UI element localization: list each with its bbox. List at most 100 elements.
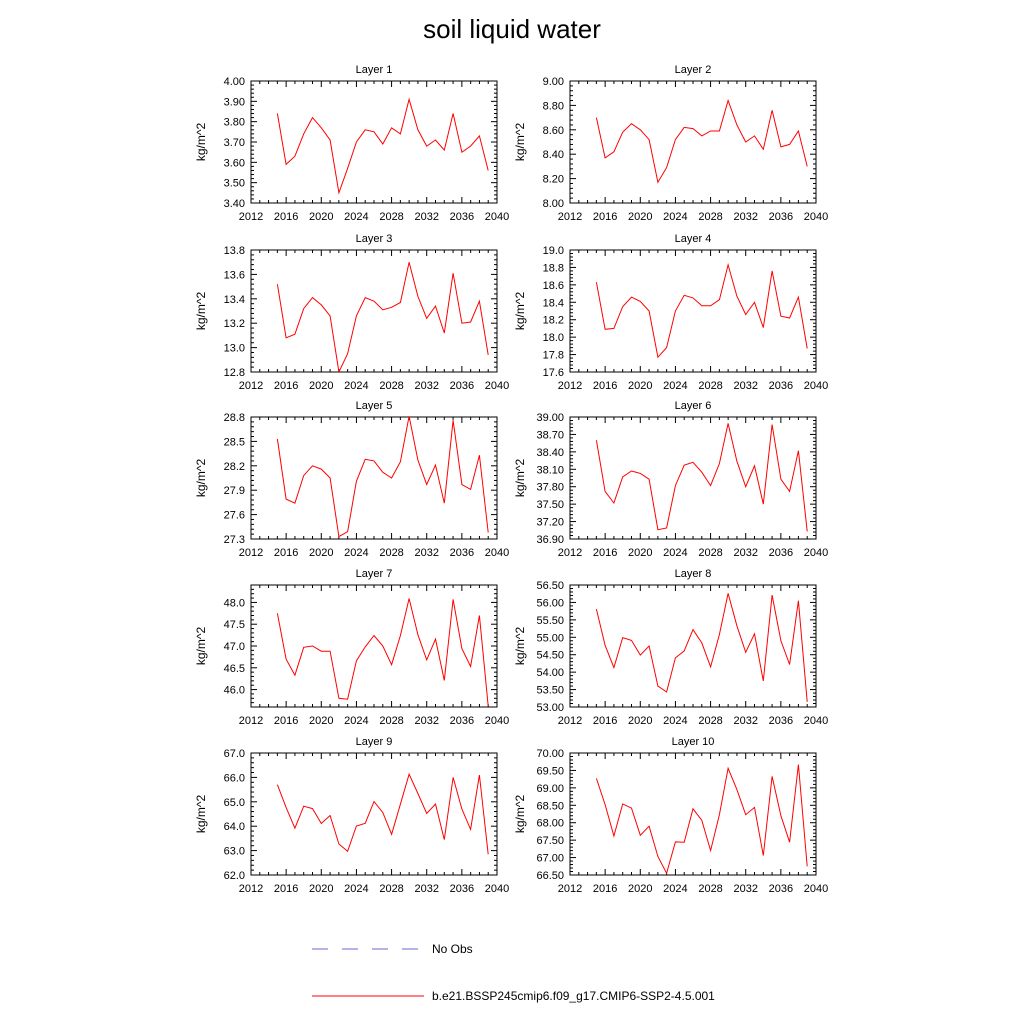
y-tick-label: 54.50 xyxy=(536,650,564,662)
x-tick-label: 2012 xyxy=(558,380,582,392)
x-tick-label: 2024 xyxy=(344,211,368,223)
y-axis-label: kg/m^2 xyxy=(194,627,208,666)
x-tick-label: 2032 xyxy=(414,211,438,223)
x-tick-label: 2024 xyxy=(663,547,687,559)
y-tick-label: 69.50 xyxy=(536,765,564,777)
series-line xyxy=(595,423,808,532)
y-tick-label: 37.80 xyxy=(536,482,564,494)
panel-layer-9: Layer 9 kg/m^2 2012 2016 2020 2024 2028 2032 203… xyxy=(194,736,509,895)
y-tick-label: 17.8 xyxy=(543,350,564,362)
legend-line-no-obs xyxy=(312,948,424,950)
y-tick-label: 55.00 xyxy=(536,632,564,644)
y-tick-label: 12.8 xyxy=(224,367,245,379)
plot-frame xyxy=(569,416,817,540)
y-tick-label: 3.70 xyxy=(224,137,245,149)
y-tick-label: 28.5 xyxy=(224,436,245,448)
y-tick-label: 27.9 xyxy=(224,485,245,497)
x-tick-label: 2020 xyxy=(628,211,652,223)
plot-frame xyxy=(250,752,498,876)
panel-layer-3: Layer 3 kg/m^2 2012 2016 2020 2024 2028 2032 203… xyxy=(194,233,509,392)
y-axis-label: kg/m^2 xyxy=(194,795,208,834)
x-tick-label: 2024 xyxy=(344,380,368,392)
y-tick-label: 18.0 xyxy=(543,332,564,344)
y-tick-label: 69.00 xyxy=(536,783,564,795)
series-line xyxy=(595,593,808,702)
x-tick-label: 2016 xyxy=(274,380,298,392)
x-tick-label: 2036 xyxy=(769,380,793,392)
panel-title: Layer 7 xyxy=(356,568,393,580)
y-tick-label: 47.0 xyxy=(224,641,245,653)
x-tick-label: 2032 xyxy=(414,715,438,727)
y-tick-label: 28.2 xyxy=(224,461,245,473)
y-tick-label: 46.5 xyxy=(224,663,245,675)
plot-frame xyxy=(569,752,817,876)
panel-layer-7: Layer 7 kg/m^2 2012 2016 2020 2024 2028 2032 203… xyxy=(194,568,509,727)
y-tick-label: 67.50 xyxy=(536,835,564,847)
x-tick-label: 2012 xyxy=(239,715,263,727)
y-tick-label: 56.50 xyxy=(536,580,564,592)
x-tick-label: 2028 xyxy=(698,211,722,223)
x-tick-label: 2020 xyxy=(628,547,652,559)
x-tick-label: 2024 xyxy=(344,547,368,559)
x-tick-label: 2016 xyxy=(274,211,298,223)
x-tick-label: 2020 xyxy=(309,211,333,223)
y-tick-label: 53.50 xyxy=(536,685,564,697)
x-tick-label: 2040 xyxy=(485,380,509,392)
x-tick-label: 2032 xyxy=(414,380,438,392)
panel-layer-1: Layer 1 kg/m^2 2012 2016 2020 2024 2028 2032 203… xyxy=(194,64,509,223)
y-tick-label: 62.0 xyxy=(224,870,245,882)
x-tick-label: 2012 xyxy=(239,211,263,223)
y-tick-label: 19.0 xyxy=(543,245,564,257)
panel-title: Layer 6 xyxy=(675,400,712,412)
y-tick-label: 8.80 xyxy=(543,100,564,112)
y-tick-label: 38.70 xyxy=(536,429,564,441)
y-axis-label: kg/m^2 xyxy=(513,123,527,162)
y-tick-label: 47.5 xyxy=(224,619,245,631)
panel-title: Layer 4 xyxy=(675,233,712,245)
y-tick-label: 18.8 xyxy=(543,262,564,274)
y-tick-label: 54.00 xyxy=(536,667,564,679)
x-tick-label: 2040 xyxy=(804,715,828,727)
x-tick-label: 2040 xyxy=(485,547,509,559)
y-tick-label: 8.20 xyxy=(543,174,564,186)
y-tick-label: 18.4 xyxy=(543,297,564,309)
x-tick-label: 2028 xyxy=(698,715,722,727)
x-tick-label: 2032 xyxy=(733,547,757,559)
x-tick-label: 2036 xyxy=(450,211,474,223)
y-tick-label: 68.00 xyxy=(536,818,564,830)
x-tick-label: 2012 xyxy=(558,211,582,223)
x-tick-label: 2024 xyxy=(663,883,687,895)
legend-label-no-obs: No Obs xyxy=(432,942,473,956)
y-tick-label: 13.2 xyxy=(224,318,245,330)
y-tick-label: 68.50 xyxy=(536,800,564,812)
y-tick-label: 8.00 xyxy=(543,198,564,210)
x-tick-label: 2024 xyxy=(663,380,687,392)
y-tick-label: 37.50 xyxy=(536,499,564,511)
panel-title: Layer 8 xyxy=(675,568,712,580)
x-tick-label: 2028 xyxy=(698,883,722,895)
x-tick-label: 2020 xyxy=(309,380,333,392)
panel-title: Layer 5 xyxy=(356,400,393,412)
y-tick-label: 17.6 xyxy=(543,367,564,379)
x-tick-label: 2040 xyxy=(804,211,828,223)
plot-frame xyxy=(250,584,498,708)
y-tick-label: 13.6 xyxy=(224,269,245,281)
x-tick-label: 2040 xyxy=(804,380,828,392)
y-tick-label: 38.40 xyxy=(536,447,564,459)
x-tick-label: 2036 xyxy=(450,547,474,559)
x-tick-label: 2020 xyxy=(628,380,652,392)
x-tick-label: 2040 xyxy=(804,883,828,895)
y-tick-label: 36.90 xyxy=(536,534,564,546)
x-tick-label: 2028 xyxy=(379,211,403,223)
plot-frame xyxy=(569,584,817,708)
y-tick-label: 63.0 xyxy=(224,846,245,858)
legend-line-model xyxy=(312,995,424,997)
panel-title: Layer 2 xyxy=(675,64,712,76)
x-tick-label: 2016 xyxy=(274,547,298,559)
plot-frame xyxy=(569,249,817,373)
panel-title: Layer 3 xyxy=(356,233,393,245)
x-tick-label: 2020 xyxy=(309,547,333,559)
figure-title: soil liquid water xyxy=(423,14,601,44)
plot-frame xyxy=(250,416,498,540)
